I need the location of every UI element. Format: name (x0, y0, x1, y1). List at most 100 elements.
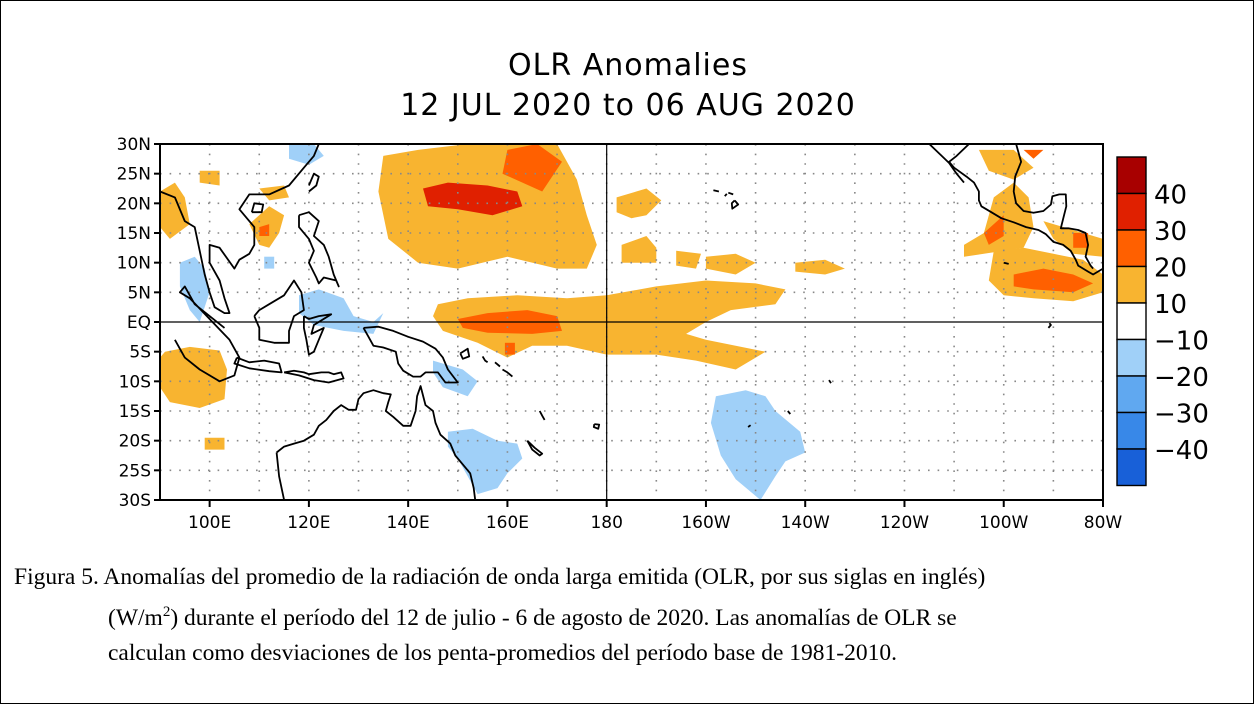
coastline (538, 410, 546, 421)
legend-swatch (1116, 411, 1147, 450)
legend-label: 40 (1154, 181, 1187, 211)
chart-title: OLR Anomalies (508, 48, 748, 83)
coastline (283, 369, 345, 384)
caption-units-exponent: 2 (162, 604, 171, 620)
anomaly-region-28 (299, 289, 384, 334)
y-tick-label: 15S (119, 402, 151, 422)
coastline (160, 144, 320, 315)
coastline (747, 424, 752, 428)
x-tick-label: 120E (287, 513, 330, 533)
caption-line-2: (W/m2) durante el período del 12 de juli… (14, 595, 1244, 636)
olr-anomaly-map: 30N 25N 20N 15N 10N 5N EQ 5S 10S 15S 20S 25S 30S 100… (117, 135, 1209, 533)
coastline (713, 189, 720, 193)
coastline (724, 193, 728, 197)
color-legend: 40 30 20 10 −10 −20 −30 −40 (1116, 156, 1209, 487)
x-tick-label: 180 (590, 513, 622, 533)
legend-label: 20 (1154, 254, 1187, 284)
anomaly-region-21 (1023, 149, 1044, 159)
legend-label: −40 (1154, 436, 1209, 466)
grid-dots (160, 144, 1103, 500)
y-tick-label: 30N (117, 135, 151, 155)
legend-swatch (1116, 338, 1147, 377)
coastline (250, 202, 265, 214)
legend-swatch (1116, 192, 1147, 231)
anomaly-region-8 (433, 280, 786, 370)
coastline (828, 379, 832, 384)
legend-label: 10 (1154, 290, 1187, 320)
coastline (1047, 322, 1052, 329)
y-tick-label: 15N (117, 224, 151, 244)
anomaly-region-10 (504, 342, 515, 355)
legend-label: −30 (1154, 400, 1209, 430)
y-tick-label: 10S (119, 372, 151, 392)
coastline (1012, 144, 1094, 270)
legend-label: −20 (1154, 363, 1209, 393)
coastline (502, 368, 513, 378)
anomaly-region-17 (204, 437, 225, 450)
anomaly-region-3 (616, 188, 662, 219)
anomaly-region-29 (264, 256, 275, 269)
coastline (276, 385, 477, 500)
x-tick-label: 140W (781, 513, 830, 533)
y-tick-label: 20S (119, 432, 151, 452)
y-tick-label: 20N (117, 194, 151, 214)
coastline (787, 410, 791, 415)
coastline (494, 361, 501, 368)
anomaly-region-19 (983, 215, 1004, 245)
coastline (362, 325, 459, 384)
coastlines (160, 144, 1103, 500)
x-tick-label: 100E (188, 513, 231, 533)
coastline (948, 144, 1103, 276)
coastline (459, 347, 471, 360)
chart-subtitle: 12 JUL 2020 to 06 AUG 2020 (400, 88, 856, 123)
coastline (174, 285, 241, 383)
reference-lines (160, 144, 1103, 500)
legend-swatch (1116, 229, 1147, 268)
x-tick-label: 160E (486, 513, 529, 533)
caption-units-pre: (W/m (108, 604, 163, 631)
x-tick-label: 160W (681, 513, 730, 533)
x-tick-label: 100W (979, 513, 1028, 533)
coastline (730, 199, 740, 210)
anomaly-region-5 (676, 250, 701, 269)
y-tick-label: 25N (117, 165, 151, 185)
legend-swatch (1116, 265, 1147, 304)
anomaly-region-32 (710, 390, 806, 500)
x-axis: 100E 120E 140E 160E 180 160W 140W 120W 100W 80W (188, 500, 1122, 533)
legend-swatch (1116, 302, 1147, 341)
x-tick-label: 120W (880, 513, 929, 533)
legend-swatch (1116, 156, 1147, 195)
coastline (302, 313, 333, 356)
legend-label: 30 (1154, 217, 1187, 247)
legend-swatch (1116, 448, 1147, 487)
coastline (592, 423, 601, 430)
anomaly-region-6 (705, 253, 756, 275)
anomaly-region-2 (423, 182, 523, 216)
coastline (308, 172, 320, 193)
y-tick-label: 5S (129, 343, 151, 363)
anomaly-region-27 (179, 256, 210, 322)
caption-line-2-text: ) durante el período del 12 de julio - 6… (170, 604, 957, 631)
anomaly-region-26 (289, 144, 324, 165)
x-tick-label: 140E (387, 513, 430, 533)
anomaly-region-1 (502, 144, 562, 192)
y-tick-label: EQ (127, 313, 151, 333)
caption-line-3: calculan como desviaciones de los penta-… (108, 639, 897, 666)
y-tick-label: 30S (119, 491, 151, 511)
coastline (233, 356, 283, 374)
anomaly-region-31 (447, 428, 523, 495)
coastline (1003, 261, 1009, 265)
coastline (253, 279, 305, 344)
y-tick-label: 10N (117, 254, 151, 274)
y-tick-label: 25S (119, 461, 151, 481)
legend-swatch (1116, 375, 1147, 414)
anomaly-region-4 (621, 236, 657, 263)
coastline (298, 211, 340, 288)
coastline (728, 191, 734, 196)
caption-line-1: Figura 5. Anomalías del promedio de la r… (14, 564, 986, 590)
y-axis: 30N 25N 20N 15N 10N 5N EQ 5S 10S 15S 20S 25S 30S (117, 135, 160, 511)
anomaly-region-13 (199, 170, 220, 186)
legend-label: −10 (1154, 327, 1209, 357)
y-tick-label: 5N (127, 283, 151, 303)
